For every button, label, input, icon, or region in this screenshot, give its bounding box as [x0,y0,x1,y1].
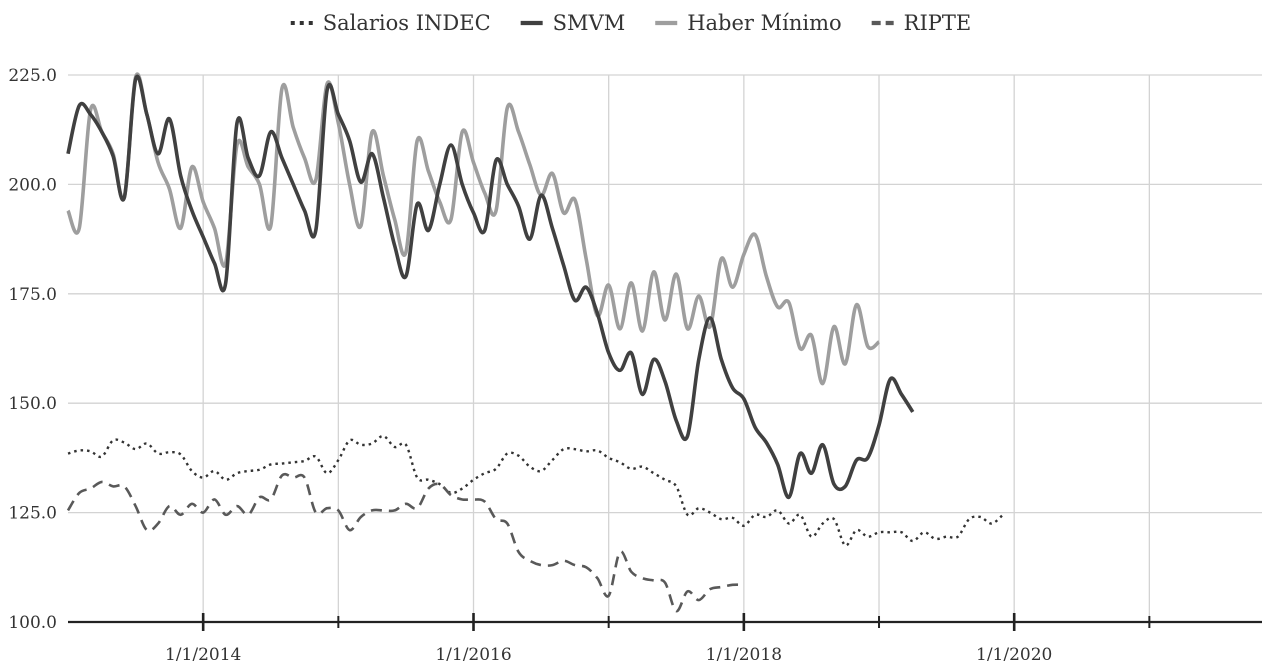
x-tick-label: 1/1/2018 [706,645,782,661]
y-tick-label: 200.0 [8,175,57,195]
y-axis: 100.0 125.0 150.0 175.0 200.0 225.0 [8,66,57,633]
y-tick-label: 150.0 [8,394,57,414]
x-axis: 1/1/2014 1/1/2016 1/1/2018 1/1/2020 [68,613,1262,661]
x-tick-label: 1/1/2016 [435,645,511,661]
legend: Salarios INDEC SMVM Haber Mínimo RIPTE [290,11,972,35]
y-tick-label: 125.0 [8,504,57,524]
y-tick-label: 225.0 [8,66,57,86]
x-tick-label: 1/1/2020 [976,645,1052,661]
series-lines [66,72,1004,613]
legend-label: Salarios INDEC [323,11,491,35]
legend-label: Haber Mínimo [687,11,841,35]
series-line-ripte [66,472,744,613]
series-line-haber-m-nimo [66,72,881,386]
y-tick-label: 100.0 [8,613,57,633]
legend-label: RIPTE [904,11,972,35]
y-tick-label: 175.0 [8,285,57,305]
x-tick-label: 1/1/2014 [165,645,241,661]
legend-label: SMVM [553,11,626,35]
series-line-smvm [66,74,915,500]
series-line-salarios-indec [67,434,1004,547]
gridlines [68,74,1262,622]
